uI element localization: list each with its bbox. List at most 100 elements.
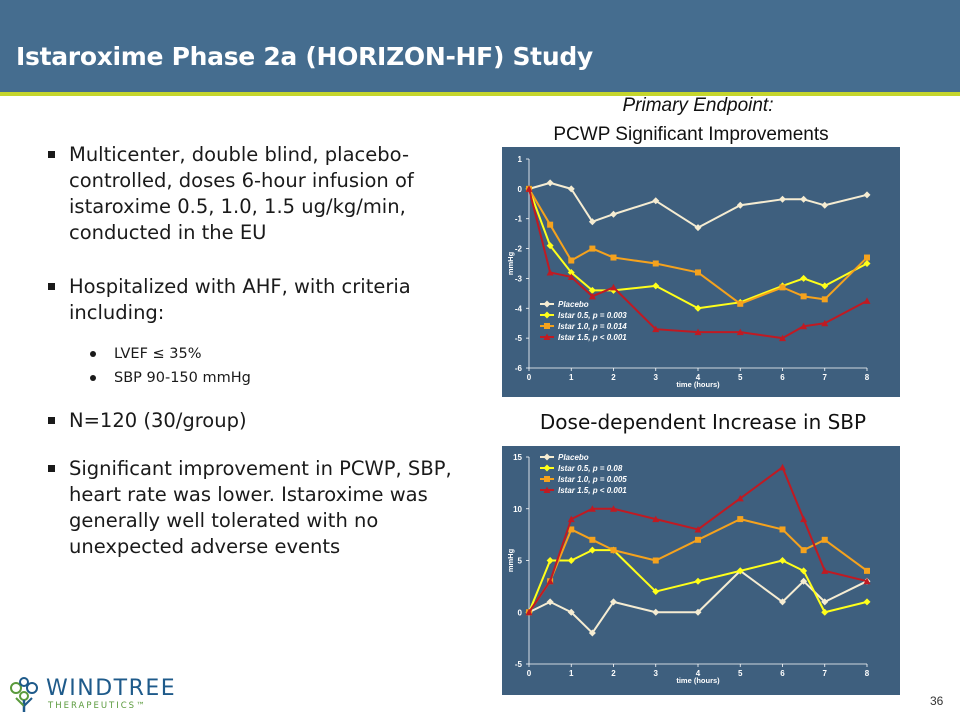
company-logo: WINDTREE THERAPEUTICS™ [6,676,175,718]
chart1-data-point [694,224,702,232]
chart1-caption-line1: Primary Endpoint: [622,95,774,116]
chart1-data-point [736,201,744,209]
chart2-x-axis-label: time (hours) [676,676,720,685]
chart1-legend-label: Istar 0.5, p = 0.003 [558,311,627,320]
chart2-data-point [546,598,554,606]
chart2-legend-marker [543,486,551,493]
chart2-data-point [588,629,596,637]
chart1-data-point [800,322,808,330]
chart1-y-tick-label: -4 [515,304,523,313]
chart2-series-line-0 [528,569,868,634]
chart1-data-point [610,254,617,261]
chart2-y-axis-label: mmHg [506,548,515,572]
chart2-x-tick-label: 5 [738,669,743,678]
chart1-data-point [567,185,575,193]
chart1-data-point [736,328,744,336]
slide-title: Istaroxime Phase 2a (HORIZON-HF) Study [16,42,593,71]
chart1-legend-marker [543,311,551,319]
chart2-data-point [821,598,829,606]
square-bullet-icon [48,151,55,158]
chart1-data-point [864,254,870,261]
chart1-series-line-0 [528,181,868,229]
chart2-legend-label: Istar 0.5, p = 0.08 [558,464,623,473]
chart2-data-point [610,598,617,606]
chart1-data-point [695,269,701,276]
chart2-series-line-1 [528,549,868,614]
chart1-series-line-3 [528,188,868,340]
chart1-y-tick-label: 1 [518,155,523,164]
chart1-data-point [800,274,808,282]
chart2-y-tick-label: -5 [515,660,523,669]
chart2-legend-label: Istar 1.0, p = 0.005 [558,475,627,484]
square-bullet-icon [48,283,55,290]
chart2-series-line-3 [528,466,868,613]
chart1-data-point [525,185,533,192]
chart1-data-point [652,260,659,267]
chart2-data-point [610,547,617,554]
chart1-data-point [821,282,829,290]
chart2-data-point [567,557,575,564]
chart2-data-point [863,598,871,606]
chart1-x-tick-label: 4 [696,373,701,382]
square-bullet-icon [48,417,55,424]
chart1-data-point [863,297,871,304]
chart2-data-point [779,598,786,606]
chart2-x-tick-label: 7 [823,669,828,678]
chart2-legend-marker [543,464,551,472]
chart2-data-point [864,567,870,574]
chart1-data-point [589,245,596,252]
chart2-legend-label: Placebo [558,453,589,462]
round-bullet-icon [90,351,96,357]
chart1-legend-label: Istar 1.5, p < 0.001 [558,333,627,342]
chart2-data-point [694,608,702,616]
chart1-data-point [800,195,808,203]
chart2-legend-marker [543,453,551,461]
chart2-data-point [800,515,808,523]
chart2-data-point [695,536,701,543]
chart2-series-line-2 [528,518,868,613]
chart2-caption: Dose-dependent Increase in SBP [539,410,867,434]
chart1-legend-marker [543,333,551,340]
chart1-data-point [546,179,554,187]
chart1-data-point [821,319,829,327]
title-bar: Istaroxime Phase 2a (HORIZON-HF) Study [0,0,960,92]
chart1-caption-line2: PCWP Significant Improvements [553,124,829,145]
chart1-data-point [568,257,575,264]
chart2-data-point [863,577,871,585]
chart1-data-point [652,325,660,333]
chart1-y-tick-label: -1 [515,215,523,224]
chart1-data-point [610,283,617,291]
chart2-data-point [546,557,554,564]
bullet-text: N=120 (30/group) [69,409,247,432]
chart1-y-tick-label: -2 [515,245,523,254]
chart1-y-tick-label: -5 [515,334,523,343]
chart1-x-axis-label: time (hours) [676,380,720,389]
bullet-text: Hospitalized with AHF, with criteria inc… [69,275,411,324]
chart1-data-point [737,300,744,307]
chart1-legend-marker [543,300,551,308]
chart2-data-point [567,608,575,616]
chart1-data-point [652,197,660,205]
chart2-x-tick-label: 1 [569,669,574,678]
round-bullet-icon [90,375,96,381]
chart1-data-point [546,242,554,250]
chart2-data-point [694,577,702,585]
chart1-legend-label: Placebo [558,300,589,309]
chart2-data-point [652,557,659,564]
tree-logo-icon [10,677,38,712]
bullet-text: Multicenter, double blind, placebo-contr… [69,143,414,244]
chart1-x-tick-label: 6 [780,373,785,382]
chart2-data-point [568,526,575,533]
chart1-data-point [567,268,575,276]
chart2-y-tick-label: 15 [513,453,522,462]
chart1-data-point [821,296,828,303]
chart2-data-point [694,525,702,533]
page-number: 36 [930,694,944,708]
chart2-data-point [737,516,744,523]
chart1-data-point [779,334,786,342]
chart2-data-point [525,608,533,616]
chart2-data-point [652,588,660,596]
chart2-data-point [652,515,660,523]
chart2-x-tick-label: 0 [527,669,532,678]
chart2-data-point [821,536,828,543]
